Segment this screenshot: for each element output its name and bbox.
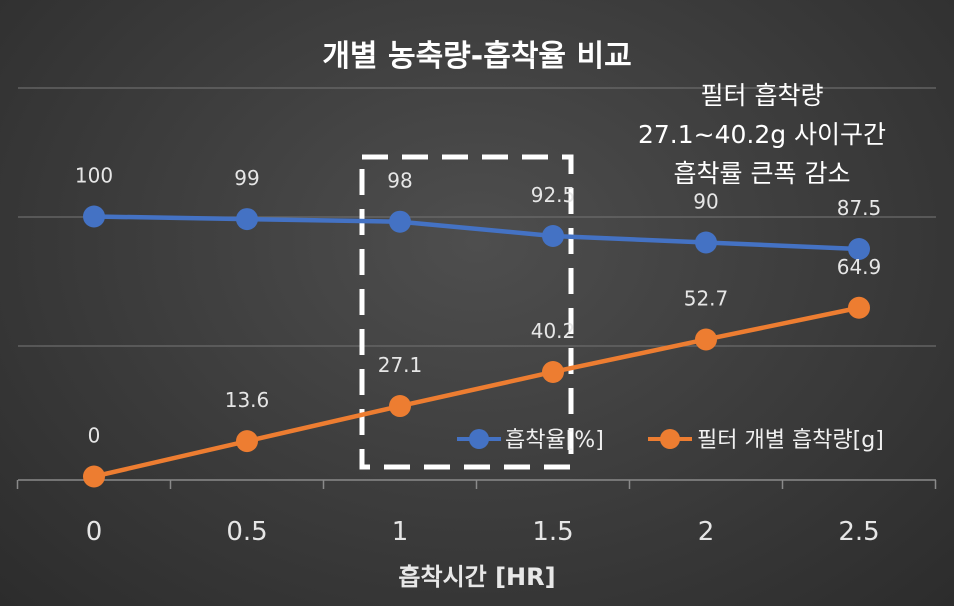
annotation-line-3: 흡착률 큰폭 감소: [674, 159, 851, 188]
legend-marker-filter-adsorption: [660, 429, 680, 449]
series-2-data-label: 0: [88, 424, 101, 448]
highlight-box-group: [359, 154, 574, 470]
series-line-2: [93, 305, 860, 479]
series-2-data-label: 40.2: [531, 319, 576, 343]
x-axis-title: 흡착시간 [HR]: [398, 563, 555, 591]
series-2-data-label: 27.1: [378, 353, 423, 377]
legend-marker-adsorption-rate: [469, 429, 489, 449]
series-1-data-label: 92.5: [531, 183, 576, 207]
series-2-point: [389, 395, 411, 418]
x-axis: 0 0.5 1 1.5 2 2.5: [16, 479, 937, 547]
highlight-box: [359, 154, 574, 470]
data-labels: 100 99 98 92.5 90 87.5 0 13.6 27.1 40.2 52.7 64.9: [75, 164, 881, 448]
series-1-point: [389, 210, 411, 233]
series-1-point: [83, 205, 105, 228]
series-2-data-label: 13.6: [225, 388, 270, 412]
series-line-1: [93, 214, 860, 252]
series-1-data-label: 100: [75, 164, 113, 188]
chart-title: 개별 농축량-흡착율 비교: [322, 39, 631, 74]
annotation-line-2: 27.1~40.2g 사이구간: [638, 120, 886, 149]
legend: 흡착율[%] 필터 개별 흡착량[g]: [457, 428, 884, 453]
series-2-data-label: 64.9: [837, 255, 882, 279]
series-1-point: [236, 208, 258, 231]
series-1-data-label: 98: [387, 169, 412, 193]
x-tick-label: 1: [392, 517, 409, 547]
legend-label-filter-adsorption: 필터 개별 흡착량[g]: [697, 428, 884, 453]
series-2-point: [236, 430, 258, 453]
series-2-point: [83, 465, 105, 488]
series-1-point: [848, 238, 870, 260]
annotation-note: 필터 흡착량 27.1~40.2g 사이구간 흡착률 큰폭 감소: [638, 81, 886, 188]
series-1-point: [695, 231, 717, 254]
x-tick-label: 2: [698, 517, 715, 547]
x-tick-label: 0.5: [226, 517, 267, 547]
series-1-data-label: 99: [234, 166, 259, 190]
series-1-point: [542, 225, 564, 247]
legend-label-adsorption-rate: 흡착율[%]: [505, 428, 604, 453]
series-1-data-label: 87.5: [837, 196, 882, 220]
x-tick-label: 1.5: [532, 517, 573, 547]
x-tick-label: 2.5: [838, 517, 879, 547]
series-group: [83, 205, 870, 488]
series-1-data-label: 90: [693, 190, 718, 214]
series-2-data-label: 52.7: [684, 286, 729, 310]
series-2-point: [848, 296, 870, 319]
series-2-point: [695, 328, 717, 351]
x-tick-label: 0: [86, 517, 103, 547]
series-2-point: [542, 360, 564, 383]
annotation-line-1: 필터 흡착량: [701, 81, 824, 110]
